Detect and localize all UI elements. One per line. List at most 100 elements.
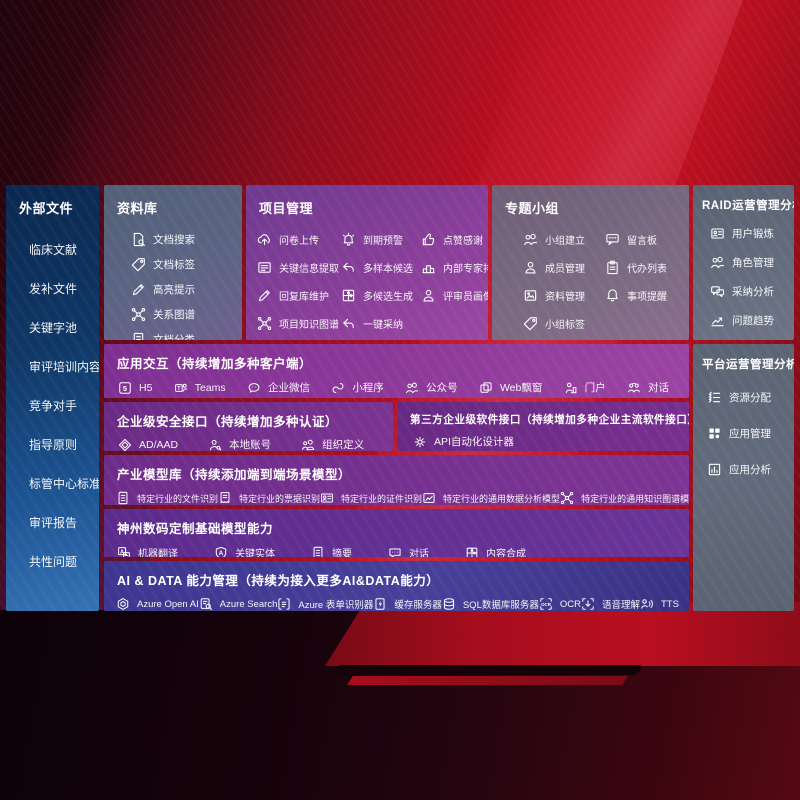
roles-icon: [710, 255, 725, 270]
panel-item: API自动化设计器: [413, 434, 514, 449]
clipboard-icon: [605, 260, 620, 275]
api-gear-icon: [413, 435, 427, 449]
item-label: 采纳分析: [732, 286, 774, 298]
azure-search-icon: [199, 597, 213, 611]
trend-icon: [710, 313, 725, 328]
band-title: 产业模型库（持续添加端到端场景模型）: [117, 468, 352, 482]
org-icon: [301, 438, 315, 452]
industry-models-band: 产业模型库（持续添加端到端场景模型） 特定行业的文件识别 特定行业的票据识别 特定行…: [104, 455, 689, 505]
cache-icon: [373, 597, 387, 611]
panel-item: 关键信息提取: [257, 260, 341, 275]
panel-item: 问题趋势: [710, 313, 794, 328]
h5-icon: 5: [118, 381, 132, 395]
adopt-icon: [341, 316, 356, 331]
band-title: 神州数码定制基础模型能力: [117, 522, 274, 536]
band-title: AI & DATA 能力管理（持续为接入更多AI&DATA能力）: [117, 574, 440, 588]
background-red-strip: [347, 676, 628, 685]
interaction-items: 5 H5 T Teams 企业微信 小程序 公众号 Web飘窗 门户 对话: [118, 380, 669, 395]
entity-icon: A: [214, 546, 228, 557]
official-account-icon: [405, 381, 419, 395]
panel-title: RAID运营管理分析: [702, 200, 794, 212]
doc-lines-icon: [131, 332, 146, 340]
panel-title: 资料库: [117, 201, 158, 216]
panel-item: 语音理解: [581, 597, 640, 611]
panel-item: 用户锻炼: [710, 226, 794, 241]
library-items: 文档搜索 文档标签 高亮提示 关系图谱 文档分类: [131, 232, 242, 340]
item-label: 组织定义: [322, 439, 365, 451]
panel-item: 本地账号: [208, 437, 271, 451]
panel-item: 应用管理: [707, 426, 794, 441]
grid-apps-icon: [707, 426, 722, 441]
item-label: AD/AAD: [139, 438, 179, 451]
receipt-icon: [218, 491, 232, 505]
item-label: API自动化设计器: [434, 436, 514, 448]
ai-data-band: AI & DATA 能力管理（持续为接入更多AI&DATA能力） Azure O…: [104, 561, 689, 611]
panel-item: 特定行业的证件识别: [320, 491, 422, 505]
item-label: 机器翻译: [138, 549, 178, 557]
panel-item: 到期预警: [341, 232, 421, 247]
panel-title: 项目管理: [259, 201, 314, 216]
panel-item: 应用分析: [707, 462, 794, 477]
panel-item: Azure Open AI: [116, 597, 199, 611]
chart-img-icon: [422, 491, 436, 505]
panel-item: 点赞感谢: [421, 232, 488, 247]
thirdparty-items: API自动化设计器: [413, 434, 689, 449]
panel-item: 留言板: [605, 232, 683, 247]
item-label: 特定行业的通用数据分析模型: [443, 493, 561, 504]
item-label: 项目知识图谱: [279, 320, 339, 331]
panel-title: 专题小组: [505, 201, 560, 216]
item-label: 审评培训内容: [29, 360, 99, 374]
item-label: 到期预警: [363, 236, 403, 247]
band-title: 企业级安全接口（持续增加多种认证）: [117, 415, 339, 429]
panel-item: 对话: [627, 380, 669, 395]
item-label: 关键字池: [29, 321, 78, 335]
graph-icon: [560, 491, 574, 505]
item-label: 特定行业的通用知识图谱模型: [581, 493, 689, 504]
item-label: 回复库维护: [279, 292, 329, 303]
pen-icon: [257, 288, 272, 303]
panel-item: 小组建立: [523, 232, 605, 247]
panel-item: Azure 表单识别器: [277, 597, 373, 611]
miniprogram-icon: [331, 381, 345, 395]
item-label: 成员管理: [545, 264, 585, 275]
item-label: 企业微信: [268, 382, 310, 394]
panel-item: OCR OCR: [539, 597, 581, 611]
raid-analysis-panel: RAID运营管理分析 用户锻炼 角色管理 采纳分析 问题趋势: [693, 185, 794, 340]
panel-item: 关键字池: [22, 319, 99, 336]
panel-item: 问卷上传: [257, 232, 341, 247]
item-label: Web飘窗: [499, 382, 543, 394]
panel-item: 一键采纳: [341, 316, 421, 331]
panel-item: 成员管理: [523, 260, 605, 275]
panel-item: 资源分配: [707, 390, 794, 405]
panel-item: 文档搜索: [131, 232, 242, 247]
item-label: 应用分析: [729, 464, 771, 476]
raid-items: 用户锻炼 角色管理 采纳分析 问题趋势: [710, 226, 794, 328]
item-label: 一键采纳: [363, 320, 403, 331]
panel-item: 审评报告: [22, 514, 99, 531]
background-slot-shadow: [331, 665, 644, 675]
panel-title: 平台运营管理分析: [702, 359, 794, 371]
item-label: 高亮提示: [153, 284, 195, 296]
panel-item: 组织定义: [301, 437, 364, 451]
item-label: 本地账号: [229, 439, 272, 451]
item-label: OCR: [559, 598, 581, 610]
item-label: 问卷上传: [279, 236, 319, 247]
panel-item: 小程序: [331, 380, 384, 395]
panel-item: 特定行业的票据识别: [218, 491, 320, 505]
item-label: 事项提醒: [627, 292, 667, 303]
item-label: 竞争对手: [29, 399, 78, 413]
panel-item: 审评培训内容: [22, 358, 99, 375]
item-label: 文档搜索: [153, 234, 195, 246]
panel-item: 回复库维护: [257, 288, 341, 303]
chat-qa-icon: [710, 284, 725, 299]
translate-icon: A: [117, 546, 131, 557]
ai-data-items: Azure Open AI Azure Search Azure 表单识别器 缓存服务…: [116, 597, 679, 611]
item-label: 资源分配: [729, 392, 771, 404]
item-label: 内容合成: [486, 549, 526, 557]
ad-shield-icon: [118, 438, 132, 452]
ocr-icon: OCR: [539, 597, 553, 611]
panel-item: 特定行业的通用数据分析模型: [422, 491, 560, 505]
panel-item: 多候选生成: [341, 288, 421, 303]
band-title: 第三方企业级软件接口（持续增加多种企业主流软件接口）: [410, 414, 689, 426]
